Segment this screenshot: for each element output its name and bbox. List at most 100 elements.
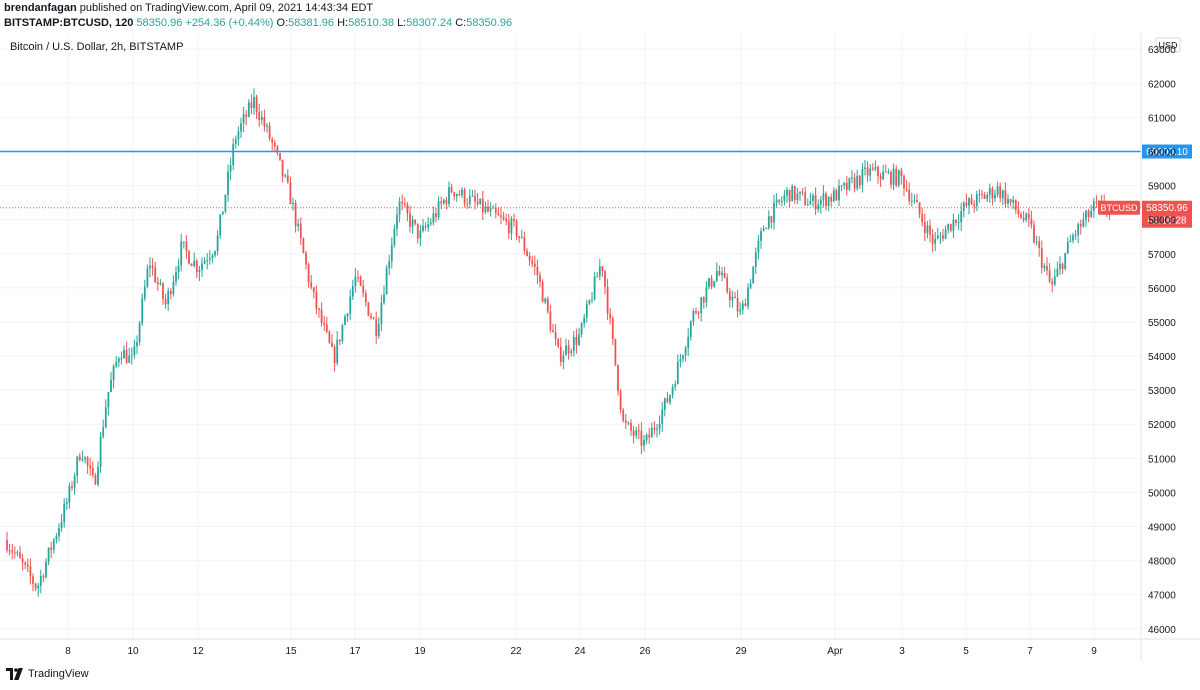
candle bbox=[403, 197, 406, 208]
candle-body bbox=[684, 348, 687, 356]
candle-body bbox=[422, 226, 424, 231]
candle bbox=[1025, 212, 1028, 223]
candle bbox=[567, 340, 570, 360]
candle bbox=[250, 94, 253, 115]
candle-body bbox=[286, 175, 289, 183]
candle bbox=[245, 110, 248, 126]
candle-body bbox=[718, 271, 721, 275]
candle bbox=[539, 271, 541, 288]
y-tick-label: 55000 bbox=[1148, 318, 1176, 329]
y-tick-label: 56000 bbox=[1148, 284, 1176, 295]
candle-body bbox=[510, 218, 513, 234]
candle bbox=[913, 194, 916, 204]
brand-name[interactable]: TradingView bbox=[28, 668, 89, 680]
candle bbox=[552, 323, 554, 333]
candle bbox=[939, 231, 942, 245]
candle bbox=[125, 341, 128, 364]
candle-body bbox=[320, 309, 323, 323]
candle bbox=[762, 225, 765, 232]
candle bbox=[663, 397, 666, 417]
candle bbox=[385, 264, 388, 295]
candle-body bbox=[390, 244, 393, 262]
price-chart[interactable]: 60000.10 BTCUSD 58350.96 01:16:28 Bitcoin /… bbox=[0, 33, 1200, 661]
candle-body bbox=[1012, 199, 1015, 203]
candle bbox=[757, 234, 760, 260]
candle-body bbox=[783, 195, 786, 201]
candle-body bbox=[754, 252, 757, 267]
candle-body bbox=[554, 332, 557, 339]
candle-body bbox=[591, 299, 593, 301]
candle bbox=[994, 189, 996, 203]
candle bbox=[931, 228, 934, 253]
candle-body bbox=[302, 238, 305, 254]
candle-body bbox=[796, 193, 799, 201]
candle bbox=[637, 423, 640, 440]
candle-body bbox=[411, 219, 414, 227]
candle bbox=[734, 292, 736, 299]
price-axis[interactable]: 46000 47000 48000 49000 50000 51000 52000 53000… bbox=[1148, 45, 1176, 636]
candle bbox=[76, 455, 79, 484]
candle-body bbox=[130, 355, 133, 357]
candle bbox=[39, 569, 42, 594]
candle-body bbox=[552, 330, 554, 333]
candle bbox=[991, 186, 994, 206]
candle-body bbox=[305, 253, 307, 265]
candle bbox=[559, 337, 562, 367]
candle-body bbox=[266, 125, 268, 127]
candle-body bbox=[383, 294, 385, 303]
candle bbox=[1004, 182, 1007, 208]
candle bbox=[689, 320, 692, 341]
candle-body bbox=[357, 276, 359, 278]
candle bbox=[367, 301, 370, 317]
candle-body bbox=[531, 260, 534, 264]
candle bbox=[164, 294, 167, 309]
candle bbox=[923, 213, 926, 242]
candle-body bbox=[856, 175, 859, 189]
candle-body bbox=[271, 139, 274, 143]
time-axis[interactable]: 8 10 12 15 17 19 22 24 26 29 Apr 3 5 7 9 bbox=[65, 646, 1097, 657]
author-name[interactable]: brendanfagan bbox=[4, 2, 77, 14]
candle bbox=[1077, 222, 1080, 244]
candle-body bbox=[497, 212, 500, 216]
candle bbox=[687, 328, 690, 356]
candle bbox=[393, 224, 396, 248]
candle bbox=[149, 257, 151, 278]
candle bbox=[783, 189, 786, 206]
candle bbox=[351, 279, 354, 301]
candle-body bbox=[125, 349, 128, 363]
candle bbox=[55, 532, 58, 544]
candle-body bbox=[710, 278, 713, 287]
candle bbox=[679, 353, 682, 368]
candle bbox=[851, 170, 853, 184]
candle-body bbox=[416, 223, 419, 239]
candle-body bbox=[89, 465, 92, 469]
candle-body bbox=[185, 241, 188, 252]
currency-badge[interactable]: USD bbox=[1155, 37, 1181, 53]
candle bbox=[455, 193, 458, 202]
candle-body bbox=[216, 235, 219, 252]
candle-body bbox=[988, 188, 991, 195]
candle-body bbox=[879, 176, 882, 180]
candle-body bbox=[700, 297, 703, 314]
candle-body bbox=[744, 303, 747, 307]
candle bbox=[1043, 263, 1046, 272]
x-tick-label: 29 bbox=[735, 646, 747, 657]
candle-body bbox=[658, 423, 661, 429]
candle bbox=[320, 302, 323, 327]
candle bbox=[354, 268, 357, 293]
candle-body bbox=[757, 240, 760, 253]
candle bbox=[583, 313, 586, 328]
candle bbox=[1059, 256, 1061, 275]
candle bbox=[983, 191, 986, 199]
y-tick-label: 46000 bbox=[1148, 625, 1176, 636]
candle-body bbox=[229, 165, 232, 172]
candle bbox=[357, 270, 359, 283]
candle-body bbox=[232, 144, 235, 166]
candle-body bbox=[429, 222, 432, 224]
candle bbox=[988, 183, 991, 203]
candle-body bbox=[281, 159, 284, 177]
x-tick-label: 3 bbox=[899, 646, 905, 657]
candle-body bbox=[762, 228, 765, 232]
candle-body bbox=[1022, 217, 1025, 221]
candle-body bbox=[661, 409, 664, 424]
